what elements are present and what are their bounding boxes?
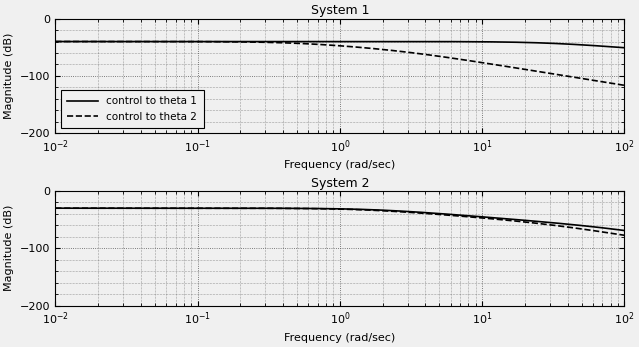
Title: System 1: System 1 [311, 5, 369, 17]
Title: System 2: System 2 [311, 177, 369, 190]
Y-axis label: Magnitude (dB): Magnitude (dB) [4, 205, 15, 291]
X-axis label: Frequency (rad/sec): Frequency (rad/sec) [284, 332, 396, 342]
X-axis label: Frequency (rad/sec): Frequency (rad/sec) [284, 160, 396, 170]
Y-axis label: Magnitude (dB): Magnitude (dB) [4, 33, 15, 119]
Legend: control to theta 1, control to theta 2: control to theta 1, control to theta 2 [61, 90, 204, 128]
